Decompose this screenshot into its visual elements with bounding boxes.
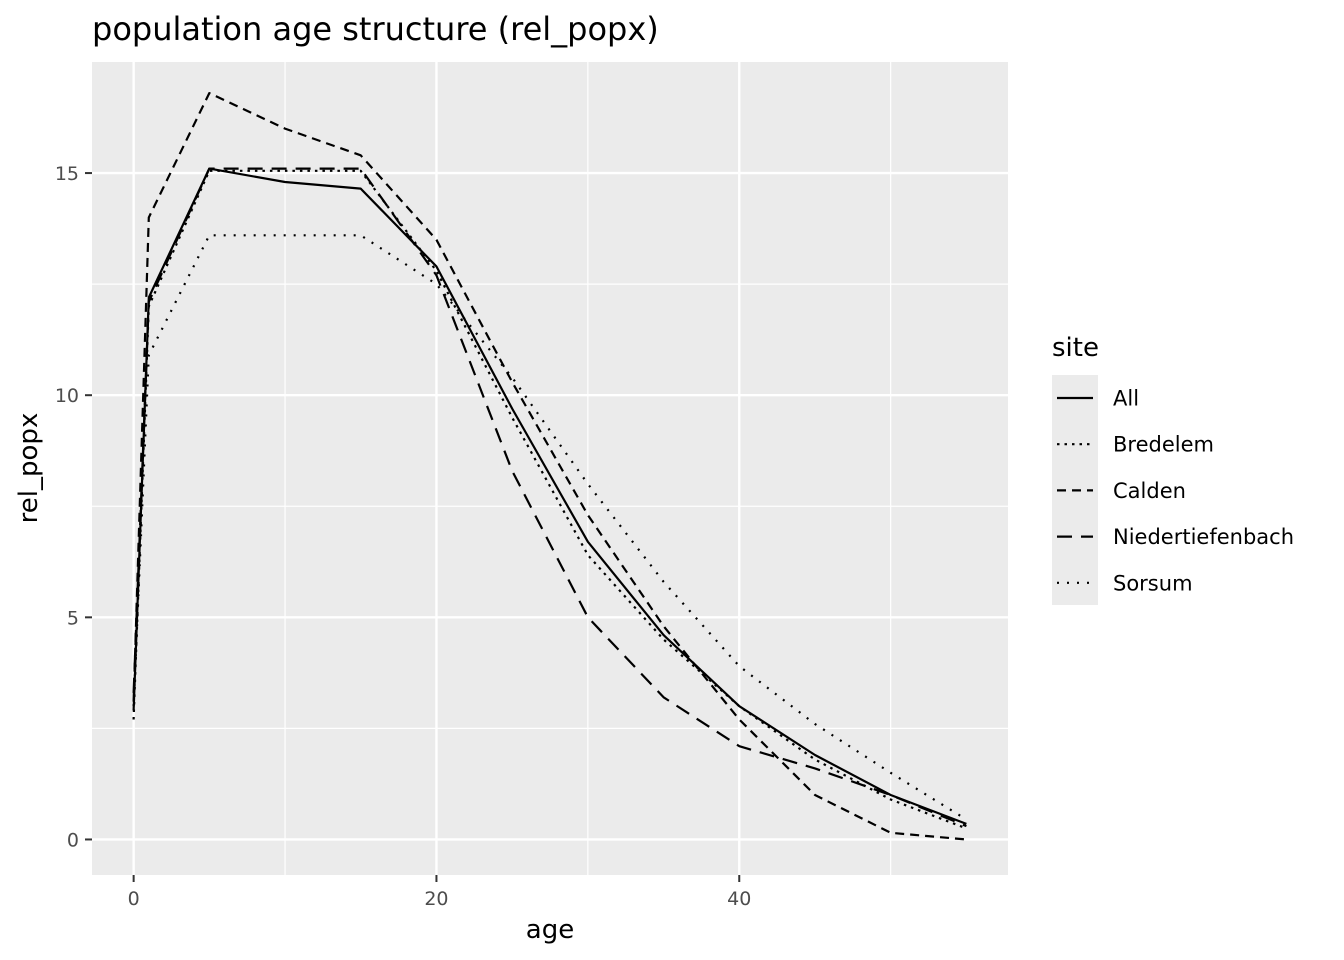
plot-panel [92, 62, 1008, 875]
legend-label-sorsum: Sorsum [1113, 571, 1193, 595]
legend-label-all: All [1113, 387, 1139, 411]
y-tick-label: 15 [55, 163, 79, 185]
legend: site All Bredelem Calden Niedertiefenbach So… [1052, 333, 1294, 605]
series-layer [132, 91, 967, 841]
x-tick-label: 0 [128, 888, 140, 910]
legend-label-bredelem: Bredelem [1113, 433, 1214, 457]
x-axis-title: age [526, 915, 574, 945]
y-tick-label: 0 [67, 829, 79, 851]
legend-label-calden: Calden [1113, 479, 1186, 503]
major-grid [92, 62, 1008, 875]
series-line-calden [132, 91, 967, 841]
x-tick-label: 20 [424, 888, 448, 910]
series-line-niedertiefenbach [132, 167, 967, 828]
series-line-sorsum [132, 234, 967, 821]
y-axis-ticks: 0 5 10 15 [55, 163, 92, 851]
y-axis-title: rel_popx [14, 413, 44, 524]
y-tick-label: 5 [67, 607, 79, 629]
y-tick-label: 10 [55, 385, 79, 407]
x-tick-label: 40 [727, 888, 751, 910]
legend-title: site [1052, 333, 1099, 363]
chart-title: population age structure (rel_popx) [92, 10, 659, 48]
minor-grid [92, 62, 1008, 875]
x-axis-ticks: 0 20 40 [128, 875, 751, 910]
legend-label-niedertiefenbach: Niedertiefenbach [1113, 525, 1294, 549]
